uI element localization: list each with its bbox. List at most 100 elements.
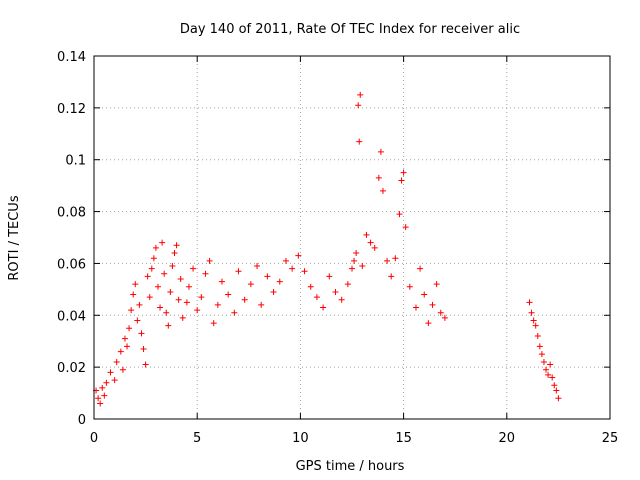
data-point [225, 291, 232, 298]
y-tick-label: 0.14 [57, 50, 86, 65]
data-point [167, 288, 174, 295]
data-point [175, 296, 182, 303]
data-point [113, 358, 120, 365]
data-point [107, 369, 114, 376]
chart-title: Day 140 of 2011, Rate Of TEC Index for r… [180, 22, 520, 37]
data-point [371, 244, 378, 251]
x-axis-label: GPS time / hours [296, 459, 405, 474]
data-point [152, 244, 159, 251]
x-tick-label: 0 [90, 431, 98, 446]
data-point [169, 263, 176, 270]
data-point [536, 343, 543, 350]
data-point [301, 268, 308, 275]
x-tick-label: 15 [395, 431, 412, 446]
data-point [179, 314, 186, 321]
data-point [338, 296, 345, 303]
data-point [159, 239, 166, 246]
x-tick-label: 20 [499, 431, 516, 446]
data-point [157, 304, 164, 311]
data-point [332, 288, 339, 295]
data-point [402, 224, 409, 231]
data-points [93, 91, 562, 407]
data-point [406, 283, 413, 290]
data-point [210, 320, 217, 327]
data-point [121, 335, 128, 342]
data-point [119, 366, 126, 373]
data-point [547, 361, 554, 368]
data-point [111, 377, 118, 384]
y-tick-label: 0.08 [57, 206, 86, 221]
y-tick-label: 0 [78, 413, 86, 428]
data-point [355, 102, 362, 109]
data-point [126, 325, 133, 332]
data-point [231, 309, 238, 316]
data-point [396, 211, 403, 218]
data-point [99, 384, 106, 391]
data-point [551, 382, 558, 389]
data-point [553, 387, 560, 394]
data-point [276, 278, 283, 285]
data-point [367, 239, 374, 246]
data-point [183, 299, 190, 306]
data-point [528, 309, 535, 316]
data-point [320, 304, 327, 311]
data-point [128, 307, 135, 314]
data-point [353, 250, 360, 257]
data-point [532, 322, 539, 329]
data-point [103, 379, 110, 386]
data-point [307, 283, 314, 290]
y-axis-label: ROTI / TECUs [7, 195, 22, 280]
data-point [295, 252, 302, 259]
data-point [384, 257, 391, 264]
data-point [144, 273, 151, 280]
data-point [218, 278, 225, 285]
data-point [357, 91, 364, 98]
data-point [148, 265, 155, 272]
data-point [173, 242, 180, 249]
data-point [142, 361, 149, 368]
data-point [534, 333, 541, 340]
data-point [379, 187, 386, 194]
data-point [194, 307, 201, 314]
data-point [124, 343, 131, 350]
data-point [545, 371, 552, 378]
data-point [526, 299, 533, 306]
data-point [132, 281, 139, 288]
data-point [344, 281, 351, 288]
y-tick-label: 0.06 [57, 257, 86, 272]
data-point [530, 317, 537, 324]
data-point [433, 281, 440, 288]
data-point [412, 304, 419, 311]
data-point [171, 250, 178, 257]
y-tick-label: 0.12 [57, 102, 86, 117]
data-point [214, 301, 221, 308]
data-point [177, 275, 184, 282]
data-point [270, 288, 277, 295]
axis-ticks: 0 0.02 0.04 0.06 0.08 0.1 0.12 0.14 0 5 10 15 20 25 [57, 50, 618, 446]
data-point [202, 270, 209, 277]
data-point [235, 268, 242, 275]
data-point [247, 281, 254, 288]
data-point [241, 296, 248, 303]
data-point [282, 257, 289, 264]
plot-frame [93, 55, 611, 420]
data-point [429, 301, 436, 308]
data-point [198, 294, 205, 301]
data-point [146, 294, 153, 301]
x-tick-label: 5 [193, 431, 201, 446]
data-point [134, 317, 141, 324]
data-point [351, 257, 358, 264]
data-point [150, 255, 157, 262]
data-point [417, 265, 424, 272]
data-point [185, 283, 192, 290]
data-point [421, 291, 428, 298]
data-point [540, 358, 547, 365]
data-point [359, 263, 366, 270]
y-tick-label: 0.02 [57, 361, 86, 376]
x-tick-label: 25 [602, 431, 619, 446]
data-point [349, 265, 355, 272]
data-point [425, 320, 432, 327]
y-tick-label: 0.1 [65, 154, 86, 169]
data-point [206, 257, 213, 264]
